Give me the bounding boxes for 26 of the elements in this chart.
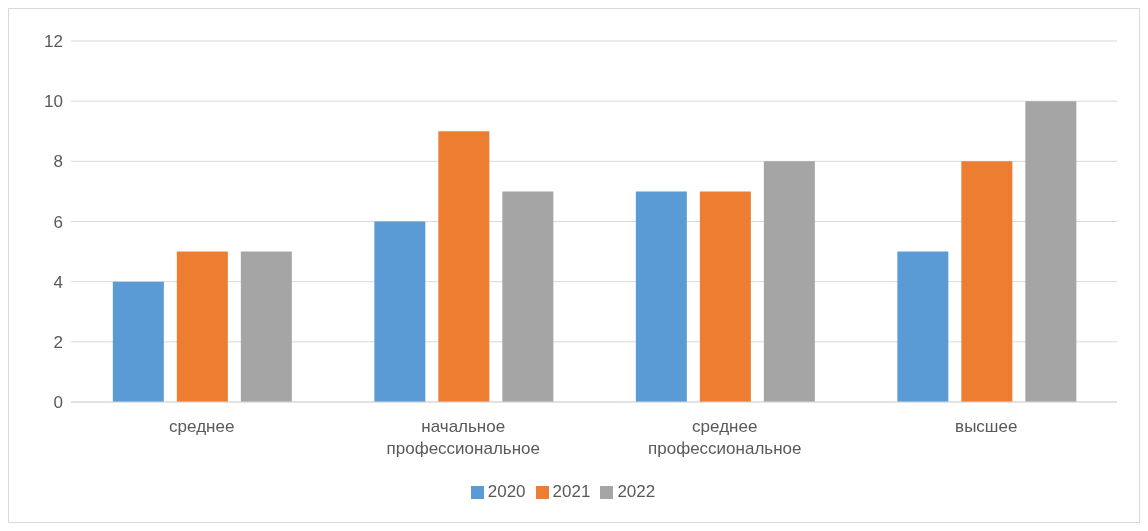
x-tick-label: среднее bbox=[169, 417, 235, 436]
bar bbox=[763, 161, 815, 402]
x-tick-label: начальное профессиональное bbox=[386, 417, 540, 458]
bar bbox=[374, 221, 426, 402]
x-tick-label: среднее профессиональное bbox=[648, 417, 802, 458]
bar bbox=[438, 131, 490, 402]
bar bbox=[502, 191, 554, 402]
bar bbox=[240, 251, 292, 402]
bar bbox=[112, 281, 164, 402]
y-tick-label: 4 bbox=[53, 272, 63, 292]
y-tick-label: 8 bbox=[53, 152, 63, 172]
bar bbox=[176, 251, 228, 402]
bar bbox=[699, 191, 751, 402]
bar bbox=[635, 191, 687, 402]
y-tick-label: 6 bbox=[53, 212, 63, 232]
legend-label: 2021 bbox=[552, 482, 591, 501]
bar bbox=[1025, 101, 1077, 402]
y-tick-label: 10 bbox=[44, 92, 63, 112]
x-tick-label: высшее bbox=[955, 417, 1018, 436]
y-tick-label: 0 bbox=[53, 393, 63, 413]
bar bbox=[897, 251, 949, 402]
legend-label: 2022 bbox=[617, 482, 656, 501]
y-tick-label: 12 bbox=[44, 32, 63, 52]
legend-label: 2020 bbox=[487, 482, 526, 501]
y-tick-label: 2 bbox=[53, 332, 63, 352]
bar bbox=[961, 161, 1013, 402]
